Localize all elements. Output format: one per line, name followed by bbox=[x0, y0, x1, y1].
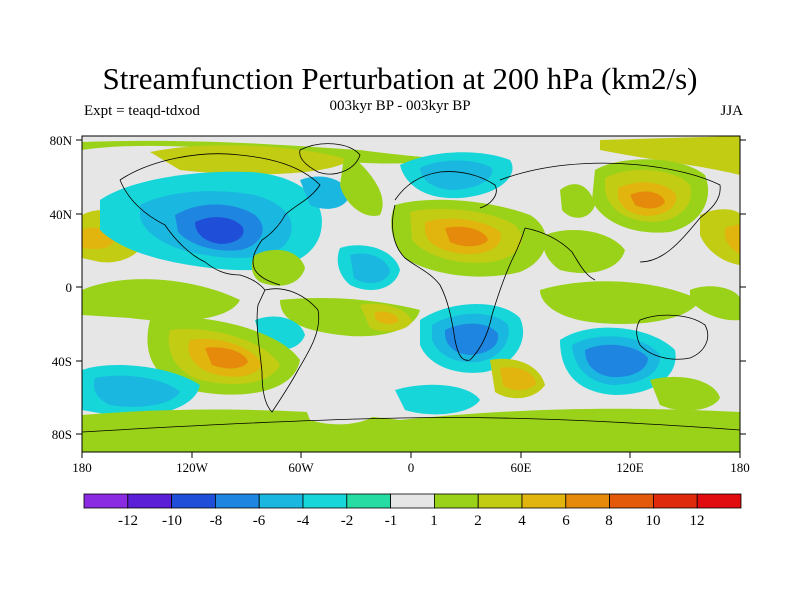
chart-title: Streamfunction Perturbation at 200 hPa (… bbox=[102, 61, 698, 96]
lon-label: 0 bbox=[408, 460, 415, 475]
colorbar-swatch bbox=[171, 493, 216, 509]
period-label: 003kyr BP - 003kyr BP bbox=[329, 98, 471, 114]
lon-label: 120E bbox=[616, 460, 644, 475]
colorbar-swatch bbox=[521, 493, 567, 509]
colorbar-label: 6 bbox=[562, 513, 570, 529]
colorbar-label: -4 bbox=[297, 513, 310, 529]
lat-label: 40S bbox=[52, 354, 72, 369]
lat-label: 80N bbox=[50, 133, 73, 148]
colorbar-label: -8 bbox=[210, 513, 223, 529]
colorbar-label: 8 bbox=[605, 513, 613, 529]
colorbar-swatch bbox=[477, 493, 523, 509]
colorbar-label: -12 bbox=[118, 513, 138, 529]
lon-label: 120W bbox=[176, 460, 209, 475]
lat-label: 40N bbox=[50, 207, 73, 222]
colorbar-swatch bbox=[258, 493, 304, 509]
lon-label: 60E bbox=[511, 460, 532, 475]
lat-label: 0 bbox=[66, 280, 73, 295]
coastlines bbox=[82, 143, 740, 433]
colorbar-swatch bbox=[653, 493, 698, 509]
colorbar-label: -2 bbox=[341, 513, 354, 529]
lon-label: 60W bbox=[288, 460, 314, 475]
colorbar-swatch bbox=[127, 493, 173, 509]
colorbar-label: 2 bbox=[474, 513, 482, 529]
colorbar-swatch bbox=[696, 493, 742, 509]
colorbar-label: 1 bbox=[430, 513, 438, 529]
colorbar-label: -1 bbox=[385, 513, 398, 529]
colorbar-swatch bbox=[433, 493, 479, 509]
season-label: JJA bbox=[720, 103, 743, 119]
colorbar-label: 10 bbox=[646, 513, 661, 529]
lat-tick-labels: 80N 40N 0 40S 80S bbox=[50, 133, 73, 442]
map-plot-area: 80N 40N 0 40S 80S 180 120W 60W 0 60E 120… bbox=[50, 133, 750, 475]
colorbar-swatch bbox=[302, 493, 348, 509]
colorbar-swatch bbox=[346, 493, 391, 509]
lon-tick-marks bbox=[81, 452, 741, 458]
lon-tick-labels: 180 120W 60W 0 60E 120E 180 bbox=[72, 460, 750, 475]
colorbar-label: -6 bbox=[253, 513, 266, 529]
colorbar-label: -10 bbox=[162, 513, 182, 529]
lat-label: 80S bbox=[52, 427, 72, 442]
colorbar-labels: -12 -10 -8 -6 -4 -2 -1 1 2 4 6 8 10 12 bbox=[118, 513, 705, 529]
colorbar-boxes bbox=[83, 493, 742, 509]
colorbar-swatch bbox=[83, 493, 129, 509]
colorbar-label: 4 bbox=[518, 513, 526, 529]
lon-label: 180 bbox=[72, 460, 92, 475]
colorbar-swatch bbox=[565, 493, 610, 509]
colorbar-swatch bbox=[390, 493, 435, 509]
lon-label: 180 bbox=[730, 460, 750, 475]
lat-tick-marks bbox=[76, 139, 746, 435]
colorbar: -12 -10 -8 -6 -4 -2 -1 1 2 4 6 8 10 12 bbox=[83, 493, 742, 529]
colorbar-label: 12 bbox=[690, 513, 705, 529]
colorbar-swatch bbox=[609, 493, 654, 509]
colorbar-swatch bbox=[214, 493, 260, 509]
experiment-label: Expt = teaqd-tdxod bbox=[84, 103, 200, 119]
